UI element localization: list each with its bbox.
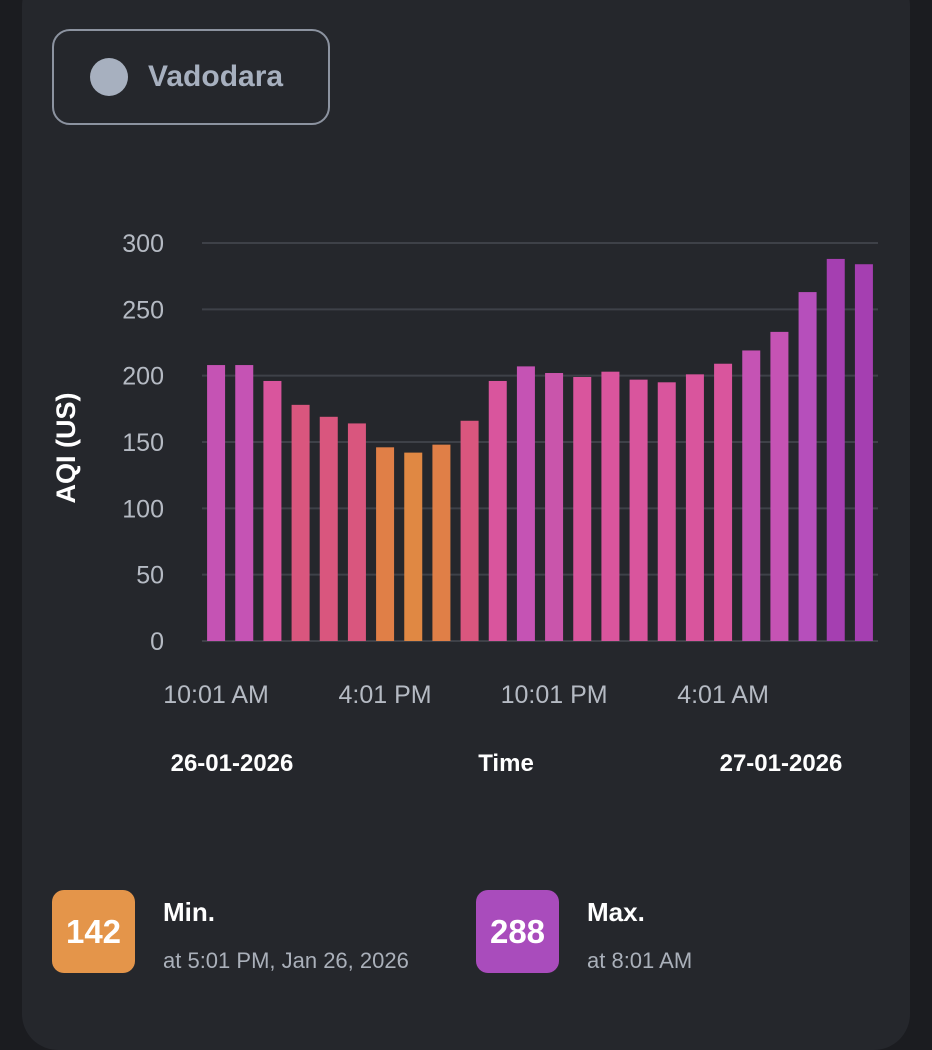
min-value-badge: 142	[52, 890, 135, 973]
bar[interactable]	[376, 447, 395, 641]
y-tick-label: 300	[122, 230, 164, 258]
bar[interactable]	[319, 416, 338, 641]
location-chip[interactable]: Vadodara	[52, 29, 330, 125]
bar[interactable]	[347, 423, 366, 641]
min-time: at 5:01 PM, Jan 26, 2026	[163, 948, 409, 973]
start-date-label: 26-01-2026	[171, 750, 294, 777]
bar[interactable]	[263, 380, 282, 641]
x-tick-label: 10:01 PM	[501, 681, 608, 709]
bar[interactable]	[601, 371, 620, 641]
bar[interactable]	[657, 382, 676, 641]
y-axis-label: AQI (US)	[51, 393, 81, 504]
bar[interactable]	[685, 374, 704, 641]
grid-lines	[202, 242, 878, 642]
bar[interactable]	[573, 376, 592, 641]
bar[interactable]	[798, 292, 817, 641]
y-tick-label: 200	[122, 363, 164, 391]
x-axis-label: Time	[478, 750, 534, 777]
max-label: Max.	[587, 897, 645, 927]
bar[interactable]	[714, 363, 733, 641]
y-tick-labels: 0 50 100 150 200 250 300	[122, 230, 164, 656]
bar[interactable]	[516, 366, 535, 641]
min-stat: 142 Min. at 5:01 PM, Jan 26, 2026	[52, 890, 409, 974]
bar[interactable]	[545, 373, 564, 641]
bar[interactable]	[770, 331, 789, 641]
bar[interactable]	[854, 264, 873, 641]
bars	[207, 258, 873, 641]
location-name: Vadodara	[148, 60, 284, 93]
x-tick-label: 4:01 PM	[339, 681, 432, 709]
end-date-label: 27-01-2026	[720, 750, 843, 777]
bar[interactable]	[460, 420, 479, 641]
x-tick-label: 10:01 AM	[163, 681, 269, 709]
bar[interactable]	[235, 365, 254, 641]
bar[interactable]	[207, 365, 226, 641]
y-tick-label: 50	[136, 562, 164, 590]
bar[interactable]	[826, 258, 845, 641]
bar[interactable]	[404, 452, 423, 641]
location-dot-icon	[90, 58, 128, 96]
bar[interactable]	[291, 404, 310, 641]
bar[interactable]	[742, 350, 761, 641]
max-stat: 288 Max. at 8:01 AM	[476, 890, 692, 974]
x-tick-label: 4:01 AM	[677, 681, 769, 709]
bar[interactable]	[432, 444, 451, 641]
y-tick-label: 250	[122, 296, 164, 324]
x-tick-labels: 10:01 AM 4:01 PM 10:01 PM 4:01 AM	[163, 681, 769, 709]
max-value-badge: 288	[476, 890, 559, 973]
bar[interactable]	[488, 380, 507, 641]
y-tick-label: 150	[122, 429, 164, 457]
bar[interactable]	[629, 379, 648, 641]
y-tick-label: 100	[122, 495, 164, 523]
max-time: at 8:01 AM	[587, 948, 693, 973]
min-label: Min.	[163, 897, 215, 927]
y-tick-label: 0	[150, 628, 164, 656]
